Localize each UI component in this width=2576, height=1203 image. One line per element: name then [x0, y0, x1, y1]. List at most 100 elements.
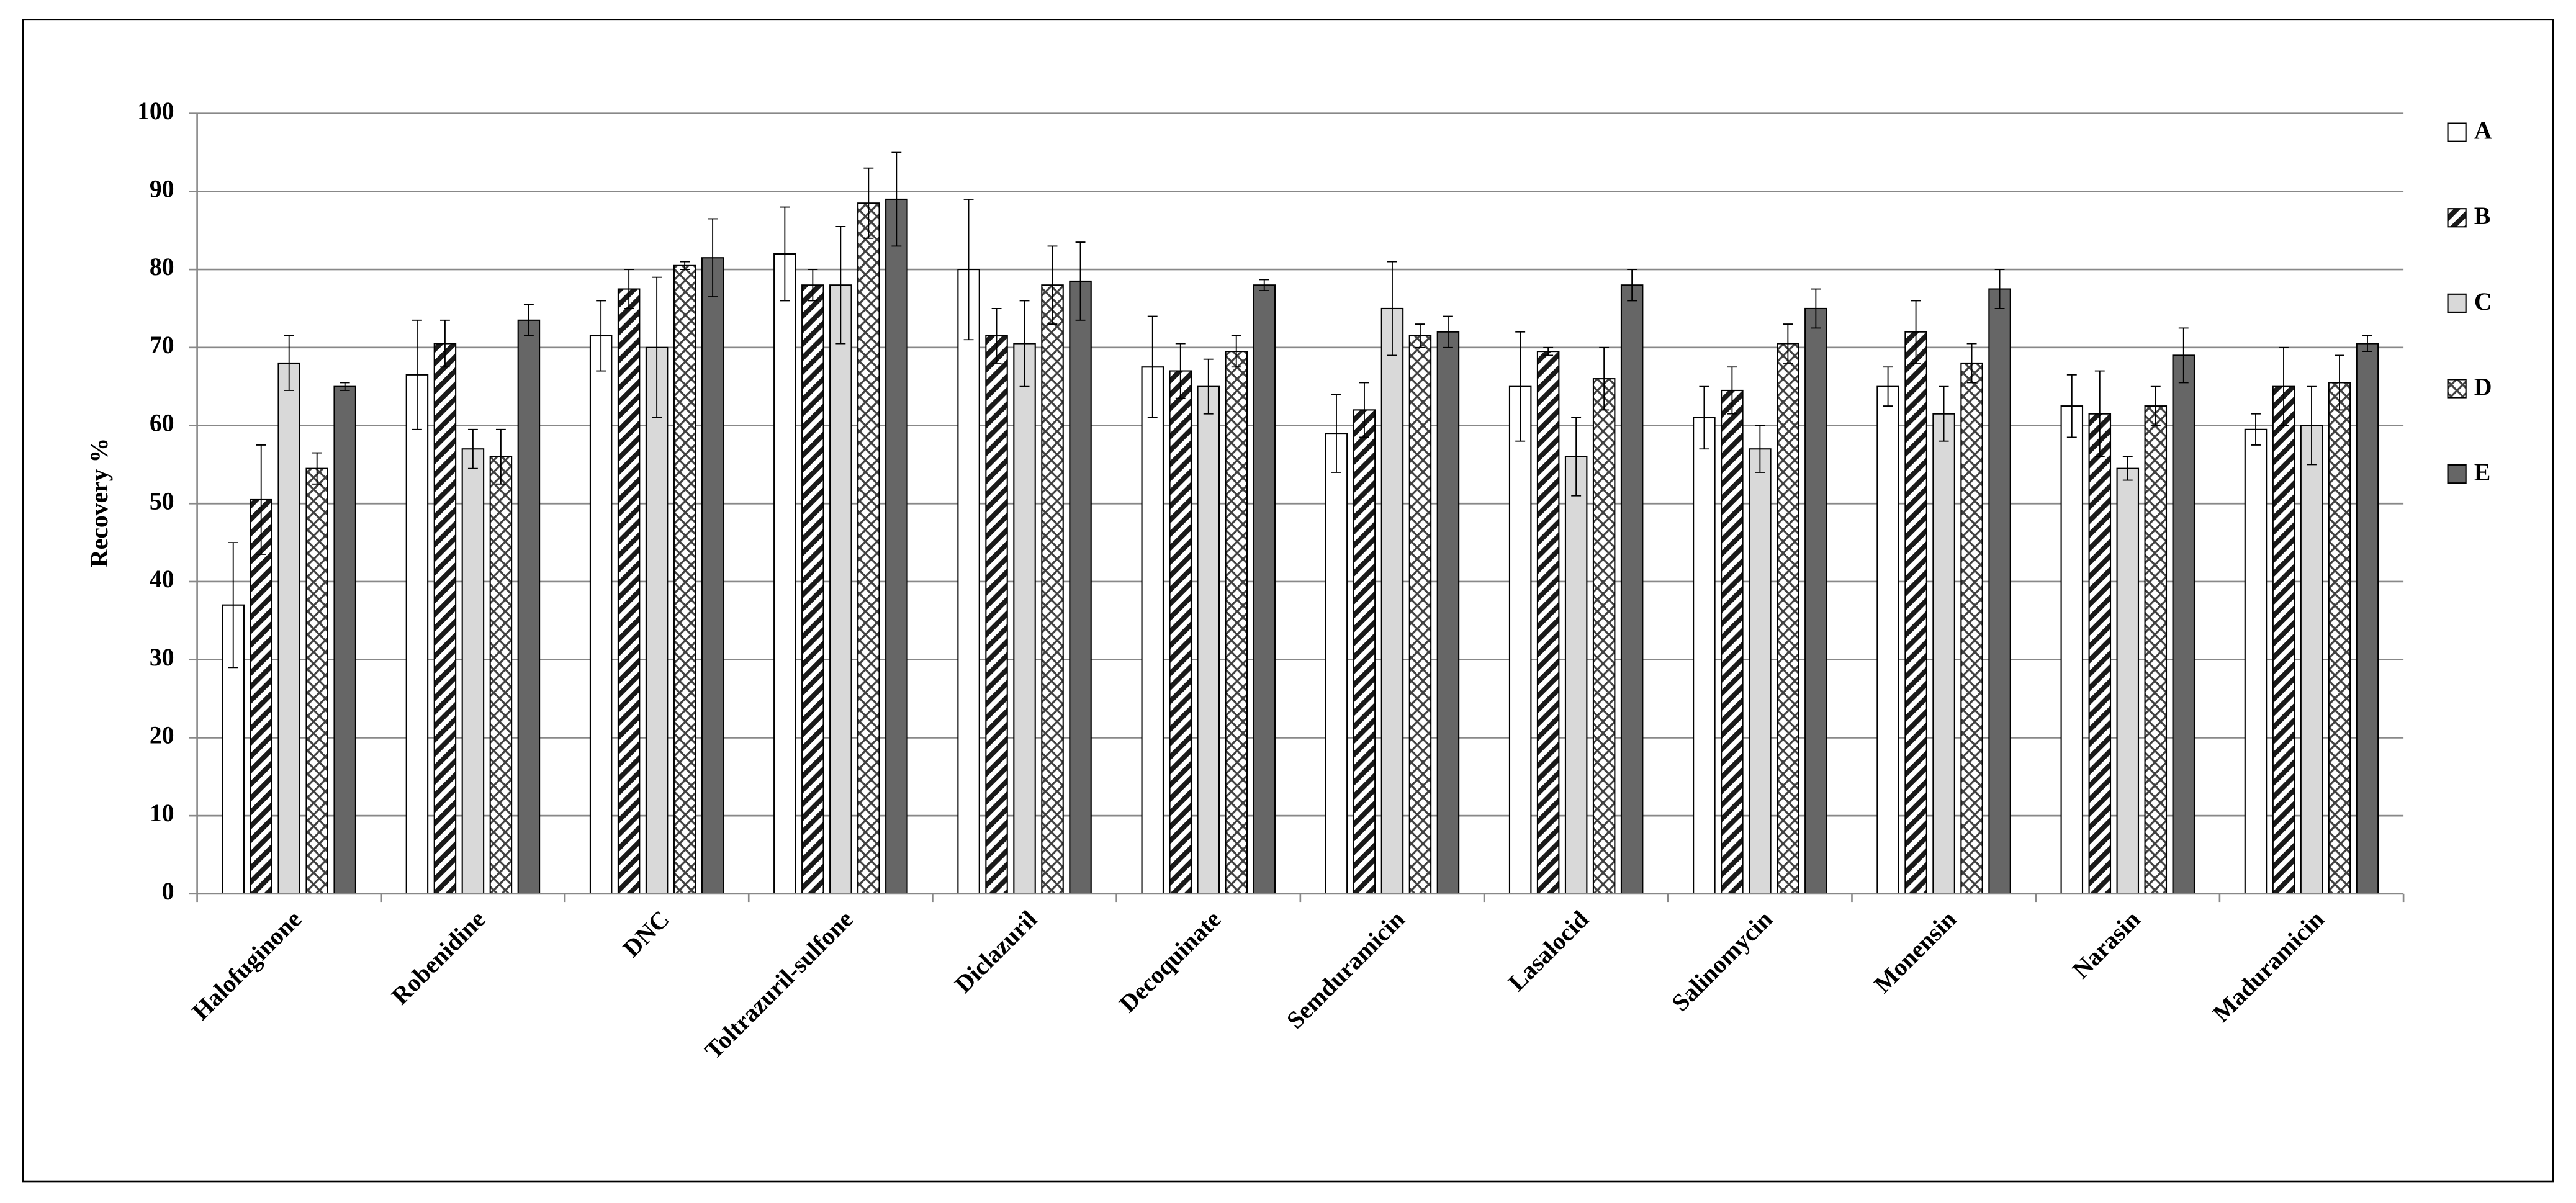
error-bar — [1203, 358, 1214, 415]
bar — [2300, 425, 2323, 894]
bar — [1253, 284, 1276, 894]
bar — [673, 264, 696, 894]
error-bar — [2150, 385, 2161, 426]
bar — [1508, 385, 1532, 894]
bar — [489, 456, 513, 894]
bar — [2328, 382, 2351, 894]
bar — [1380, 307, 1404, 894]
bar — [250, 498, 272, 894]
y-tick-label: 30 — [150, 644, 174, 671]
error-bar — [256, 444, 266, 555]
bar — [277, 362, 300, 894]
bar — [1777, 343, 1799, 894]
error-bar — [1331, 394, 1341, 473]
legend-label: A — [2474, 117, 2492, 145]
bar — [1904, 331, 1927, 894]
bar — [1960, 362, 1983, 894]
bar — [645, 346, 669, 894]
error-bar — [708, 218, 718, 298]
error-bar — [1883, 366, 1893, 407]
bar — [2116, 467, 2140, 894]
error-bar — [2335, 354, 2344, 411]
bar — [2088, 413, 2112, 894]
x-tick-label: Lasalocid — [1503, 906, 1594, 997]
error-bar — [808, 269, 818, 302]
error-bar — [2307, 385, 2317, 466]
error-bar — [2066, 374, 2077, 438]
bar — [1141, 366, 1164, 894]
error-bar — [228, 542, 238, 669]
error-bar — [495, 428, 506, 485]
bar — [1325, 433, 1348, 894]
x-tick-label: Halofuginone — [187, 906, 307, 1025]
error-bar — [1387, 261, 1397, 356]
bar — [1749, 448, 1772, 894]
bar — [1876, 385, 1899, 894]
error-bar — [596, 300, 606, 372]
bar — [461, 448, 485, 894]
error-bar — [1755, 425, 1765, 473]
error-bar — [1599, 346, 1610, 411]
error-bar — [652, 276, 662, 418]
bar — [1041, 284, 1064, 894]
legend-label: C — [2474, 288, 2492, 315]
y-tick-label: 0 — [162, 878, 174, 905]
bar — [433, 343, 457, 894]
error-bar — [1727, 366, 1737, 415]
error-bar — [1939, 385, 1949, 442]
bar — [1225, 351, 1248, 894]
bar — [1408, 335, 1432, 894]
error-bar — [1047, 245, 1058, 325]
legend-swatch — [2447, 208, 2467, 228]
bar — [2272, 385, 2295, 894]
y-tick-label: 50 — [150, 487, 174, 515]
error-bar — [963, 199, 974, 341]
x-tick-label: DNC — [618, 906, 675, 963]
error-bar — [1911, 300, 1921, 364]
bar — [885, 198, 908, 894]
bar — [305, 467, 328, 894]
x-tick-label: Diclazuril — [950, 906, 1043, 999]
error-bar — [1359, 382, 1369, 438]
error-bar — [1175, 343, 1186, 399]
bar — [1620, 284, 1644, 894]
y-tick-label: 80 — [150, 253, 174, 281]
bar — [1536, 351, 1560, 894]
bar — [1693, 417, 1716, 894]
bar — [1988, 288, 2011, 894]
y-tick-label: 10 — [150, 800, 174, 827]
legend-swatch — [2447, 293, 2467, 313]
error-bar — [863, 167, 874, 239]
error-bar — [412, 319, 422, 430]
error-bar — [1966, 343, 1977, 384]
bar — [2356, 343, 2379, 894]
y-tick-label: 40 — [150, 565, 174, 593]
bar — [2060, 405, 2084, 894]
legend-swatch — [2447, 122, 2467, 142]
bar — [1013, 343, 1036, 894]
bar — [1804, 307, 1827, 894]
x-tick-label: Decoquinate — [1114, 906, 1227, 1018]
bar — [405, 374, 429, 894]
y-tick-label: 100 — [137, 97, 174, 125]
x-tick-label: Semduramicin — [1281, 906, 1410, 1034]
error-bar — [1543, 346, 1554, 356]
x-tick-label: Salinomycin — [1667, 906, 1778, 1017]
error-bar — [439, 319, 450, 368]
legend-label: E — [2474, 459, 2490, 486]
bar — [2172, 354, 2195, 894]
bar — [2244, 428, 2268, 894]
error-bar — [991, 308, 1002, 364]
error-bar — [1415, 323, 1425, 348]
y-axis-title: Recovery % — [86, 438, 113, 567]
error-bar — [1783, 323, 1793, 364]
x-tick-label: Robenidine — [386, 906, 490, 1010]
error-bar — [1627, 269, 1637, 302]
legend-label: B — [2474, 202, 2490, 230]
error-bar — [1571, 417, 1582, 497]
bar — [1564, 456, 1588, 894]
y-tick-label: 20 — [150, 722, 174, 749]
error-bar — [891, 151, 902, 247]
error-bar — [2279, 346, 2289, 426]
